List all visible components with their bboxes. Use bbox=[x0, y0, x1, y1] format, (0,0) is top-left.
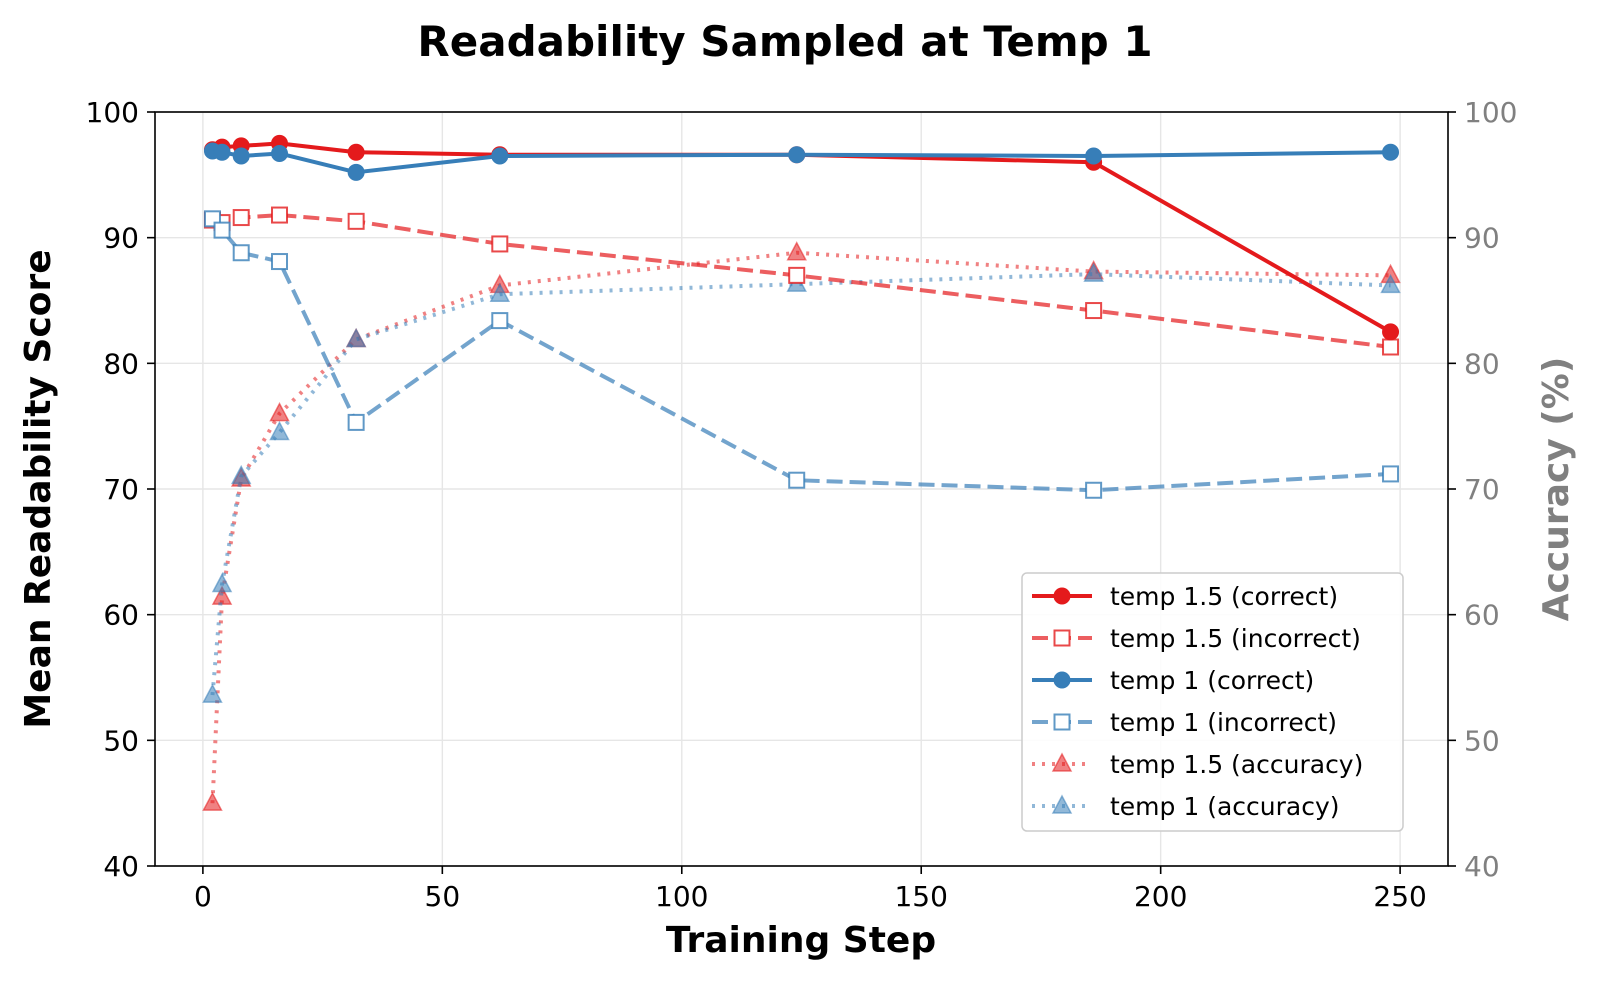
y-tick-label: 90 bbox=[103, 222, 139, 255]
y-axis-label: Mean Readability Score bbox=[18, 249, 59, 728]
data-point-marker bbox=[347, 163, 365, 181]
data-point-marker bbox=[269, 401, 290, 422]
data-point-marker bbox=[1382, 338, 1400, 356]
data-point-marker bbox=[345, 327, 367, 348]
legend-entry: temp 1.5 (incorrect) bbox=[1032, 624, 1361, 653]
data-point-marker bbox=[1085, 302, 1103, 320]
x-axis-label: Training Step bbox=[666, 920, 936, 961]
data-point-marker bbox=[1053, 629, 1071, 647]
data-point-marker bbox=[211, 572, 233, 593]
data-point-marker bbox=[232, 244, 250, 262]
data-point-marker bbox=[788, 471, 806, 489]
series-temp-1-correct bbox=[203, 142, 1400, 181]
y2-tick-label: 40 bbox=[1464, 850, 1500, 883]
x-tick-label: 150 bbox=[894, 880, 947, 913]
legend-label: temp 1.5 (correct) bbox=[1110, 582, 1338, 611]
x-tick-label: 0 bbox=[194, 880, 212, 913]
tick-layer: 0 50 100 150 200 250 40 50 60 70 80 90 100 40 50 60 70 80… bbox=[86, 96, 1518, 913]
legend-label: temp 1.5 (accuracy) bbox=[1110, 750, 1363, 779]
data-point-marker bbox=[347, 212, 365, 230]
data-point-marker bbox=[1053, 713, 1071, 731]
y-tick-label: 40 bbox=[103, 850, 139, 883]
y2-tick-label: 70 bbox=[1464, 473, 1500, 506]
data-point-marker bbox=[202, 683, 223, 703]
data-point-marker bbox=[1382, 143, 1400, 161]
legend-entry: temp 1 (correct) bbox=[1032, 666, 1314, 695]
series-layer bbox=[202, 134, 1401, 811]
data-point-marker bbox=[1085, 147, 1103, 165]
y-tick-label: 50 bbox=[103, 724, 139, 757]
data-point-marker bbox=[1051, 794, 1073, 814]
data-point-marker bbox=[232, 209, 250, 227]
legend-label: temp 1 (correct) bbox=[1110, 666, 1314, 695]
data-point-marker bbox=[230, 464, 252, 485]
data-point-marker bbox=[1382, 465, 1400, 483]
data-point-marker bbox=[347, 413, 365, 431]
legend-label: temp 1.5 (incorrect) bbox=[1110, 624, 1361, 653]
y2-tick-label: 100 bbox=[1464, 96, 1517, 129]
series-temp-1-incorrect bbox=[203, 210, 1400, 499]
legend-label: temp 1 (incorrect) bbox=[1110, 708, 1337, 737]
legend-box bbox=[1021, 572, 1404, 832]
data-point-marker bbox=[213, 221, 231, 239]
y2-tick-label: 90 bbox=[1464, 222, 1500, 255]
data-point-marker bbox=[232, 147, 250, 165]
y-tick-label: 80 bbox=[103, 347, 139, 380]
legend-entry: temp 1.5 (correct) bbox=[1032, 582, 1338, 611]
data-point-marker bbox=[788, 266, 806, 284]
y-tick-label: 70 bbox=[103, 473, 139, 506]
data-point-marker bbox=[347, 143, 365, 161]
data-point-marker bbox=[271, 206, 289, 224]
y2-axis-label: Accuracy (%) bbox=[1536, 357, 1577, 622]
data-point-marker bbox=[1083, 262, 1104, 282]
legend-entry: temp 1.5 (accuracy) bbox=[1032, 750, 1363, 779]
data-point-marker bbox=[1085, 481, 1103, 499]
y2-tick-label: 60 bbox=[1464, 599, 1500, 632]
y2-tick-label: 80 bbox=[1464, 347, 1500, 380]
chart-title: Readability Sampled at Temp 1 bbox=[417, 17, 1152, 66]
data-point-marker bbox=[491, 147, 509, 165]
data-point-marker bbox=[491, 235, 509, 253]
legend-entry: temp 1 (incorrect) bbox=[1032, 708, 1337, 737]
data-point-marker bbox=[489, 282, 511, 302]
data-point-marker bbox=[1053, 671, 1071, 689]
data-point-marker bbox=[202, 791, 223, 811]
data-point-marker bbox=[271, 253, 289, 271]
x-tick-label: 250 bbox=[1373, 880, 1426, 913]
data-point-marker bbox=[788, 146, 806, 164]
y2-tick-label: 50 bbox=[1464, 724, 1500, 757]
legend-entry: temp 1 (accuracy) bbox=[1032, 792, 1340, 821]
y-tick-label: 60 bbox=[103, 599, 139, 632]
series-temp-1-5-incorrect bbox=[203, 206, 1400, 356]
data-point-marker bbox=[213, 143, 231, 161]
x-tick-label: 100 bbox=[655, 880, 708, 913]
x-tick-label: 50 bbox=[425, 880, 461, 913]
data-point-marker bbox=[1382, 323, 1400, 341]
data-point-marker bbox=[491, 312, 509, 330]
x-tick-label: 200 bbox=[1134, 880, 1187, 913]
legend-label: temp 1 (accuracy) bbox=[1110, 792, 1340, 821]
data-point-marker bbox=[271, 144, 289, 162]
legend: temp 1.5 (correct) temp 1.5 (incorrect) te… bbox=[1021, 572, 1404, 832]
y-tick-label: 100 bbox=[86, 96, 139, 129]
data-point-marker bbox=[1051, 752, 1073, 772]
data-point-marker bbox=[1053, 587, 1071, 605]
data-point-marker bbox=[1380, 273, 1401, 294]
data-point-marker bbox=[786, 241, 807, 261]
data-point-marker bbox=[269, 420, 290, 441]
